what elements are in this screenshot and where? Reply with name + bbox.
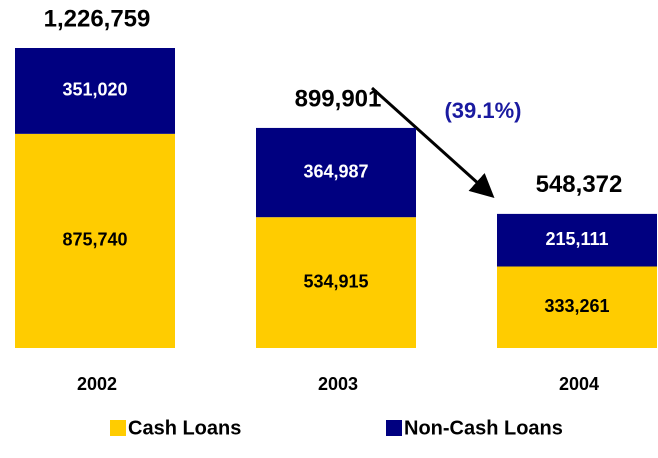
bar-segment <box>15 133 175 348</box>
x-tick-label: 2003 <box>318 374 358 394</box>
total-label: 548,372 <box>536 171 623 198</box>
total-label: 899,901 <box>295 85 382 112</box>
bar-segment <box>497 266 657 348</box>
bar-segment <box>15 47 175 134</box>
legend-label: Non-Cash Loans <box>404 417 563 439</box>
x-tick-label: 2002 <box>77 374 117 394</box>
legend-swatch <box>386 420 402 436</box>
bar-segment <box>256 217 416 348</box>
value-label: 364,987 <box>303 161 368 181</box>
annotation: (39.1%) <box>444 98 521 123</box>
value-label: 534,915 <box>303 271 368 291</box>
x-tick-label: 2004 <box>559 374 599 394</box>
value-label: 333,261 <box>544 296 609 316</box>
value-label: 215,111 <box>545 229 608 249</box>
value-label: 875,740 <box>62 230 127 250</box>
total-label: 1,226,759 <box>44 5 151 32</box>
value-label: 351,020 <box>62 80 127 100</box>
bar-segment <box>497 213 657 267</box>
bar-segment <box>256 127 416 218</box>
legend-swatch <box>110 420 126 436</box>
trend-arrow <box>370 86 495 199</box>
legend-label: Cash Loans <box>128 417 241 439</box>
